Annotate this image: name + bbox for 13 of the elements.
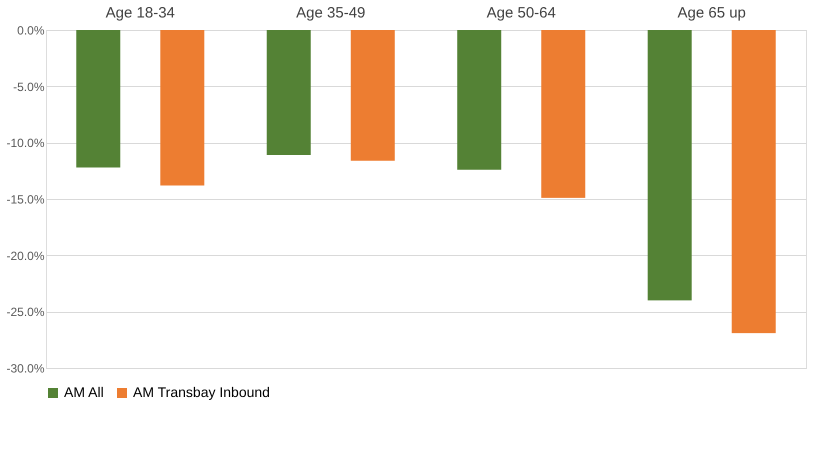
y-tick-label: 0.0% <box>17 24 45 38</box>
y-tick-label: -15.0% <box>6 192 45 206</box>
x-tick-label: Age 50-64 <box>486 4 556 22</box>
y-tick-label: -30.0% <box>6 362 45 376</box>
x-tick-label: Age 65 up <box>678 4 746 22</box>
x-tick-label: Age 35-49 <box>296 4 366 22</box>
y-tick-label: -25.0% <box>6 305 45 320</box>
legend-label: AM Transbay Inbound <box>133 384 270 400</box>
y-tick-label: -10.0% <box>6 136 45 150</box>
y-tick-label: -5.0% <box>13 80 45 94</box>
legend-label: AM All <box>64 384 104 400</box>
x-tick-label: Age 18-34 <box>106 4 175 22</box>
y-tick-label: -20.0% <box>6 248 45 263</box>
